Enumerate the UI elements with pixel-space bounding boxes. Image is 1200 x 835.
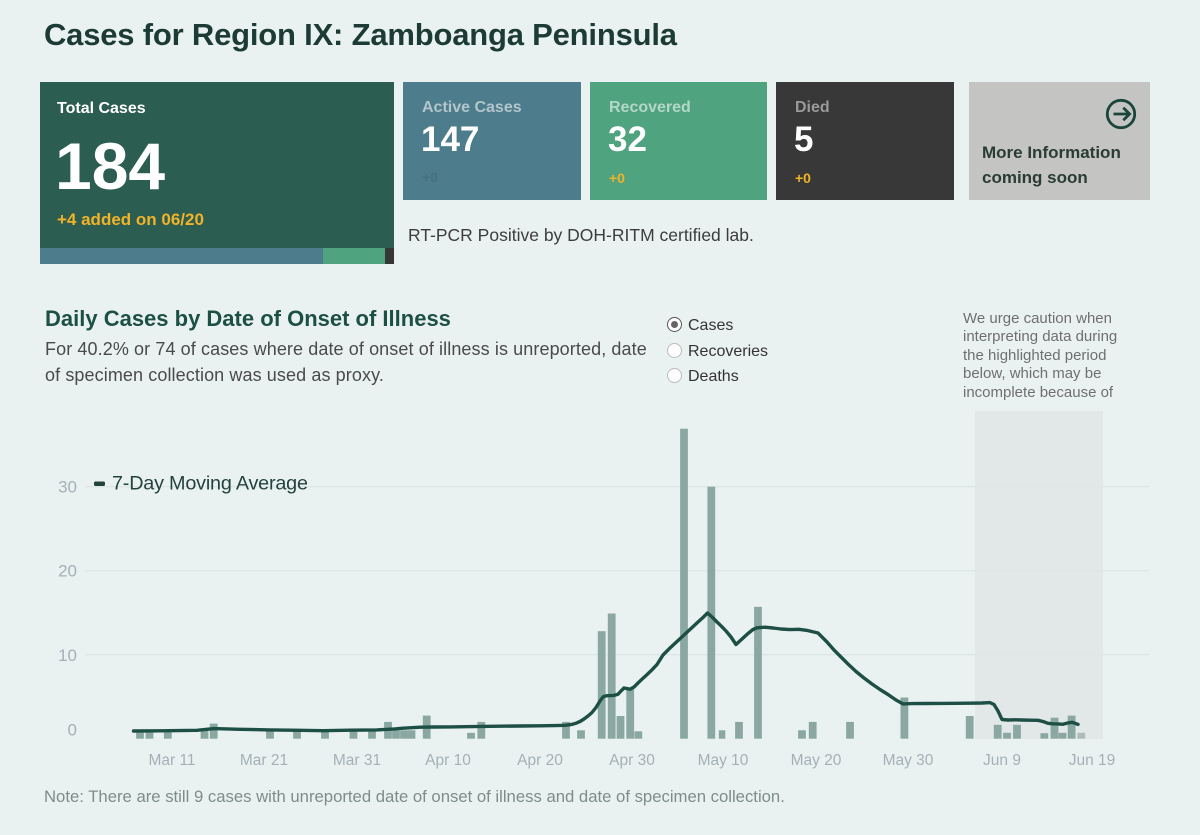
svg-text:Mar 21: Mar 21 bbox=[240, 752, 288, 769]
svg-text:Apr 20: Apr 20 bbox=[517, 752, 563, 769]
svg-text:7-Day Moving Average: 7-Day Moving Average bbox=[112, 473, 308, 495]
svg-text:May 10: May 10 bbox=[698, 752, 749, 769]
svg-text:Mar 11: Mar 11 bbox=[148, 752, 195, 769]
svg-text:0: 0 bbox=[68, 720, 77, 739]
svg-text:Jun 9: Jun 9 bbox=[983, 752, 1021, 769]
svg-text:May 30: May 30 bbox=[883, 752, 934, 769]
svg-text:Apr 10: Apr 10 bbox=[425, 752, 471, 769]
svg-text:Apr 30: Apr 30 bbox=[609, 752, 655, 769]
svg-text:30: 30 bbox=[58, 478, 77, 497]
svg-text:10: 10 bbox=[58, 646, 77, 665]
svg-text:Mar 31: Mar 31 bbox=[333, 752, 381, 769]
svg-text:Jun 19: Jun 19 bbox=[1069, 752, 1116, 769]
svg-text:May 20: May 20 bbox=[791, 752, 842, 769]
svg-text:20: 20 bbox=[58, 562, 77, 581]
